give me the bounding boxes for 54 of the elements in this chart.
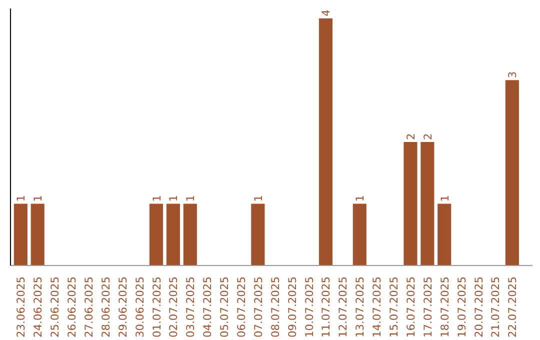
- bar: [318, 18, 333, 266]
- x-tick-label: 05.07.2025: [218, 276, 232, 338]
- x-tick-label: 28.06.2025: [99, 276, 112, 338]
- x-tick-label: 11.07.2025: [320, 276, 333, 338]
- x-tick-label: 16.07.2025: [404, 276, 418, 338]
- bar: [14, 204, 28, 266]
- bar: [166, 204, 180, 266]
- x-tick-label: 27.06.2025: [82, 276, 96, 338]
- x-tick-label: 07.07.2025: [252, 276, 265, 338]
- bar: [438, 204, 452, 266]
- x-tick-label: 04.07.2025: [201, 276, 214, 338]
- data-label: 4: [320, 9, 333, 16]
- bar: [420, 142, 434, 266]
- data-label: 1: [14, 194, 28, 202]
- x-tick-label: 03.07.2025: [184, 276, 198, 338]
- x-tick-label: 22.07.2025: [506, 276, 520, 338]
- data-label: 2: [404, 133, 418, 140]
- bar: [505, 80, 519, 266]
- x-tick-label: 20.07.2025: [472, 276, 486, 338]
- bar: [352, 204, 366, 266]
- x-tick-label: 24.06.2025: [32, 276, 45, 338]
- data-label: 1: [32, 194, 45, 202]
- bar: [404, 142, 418, 266]
- x-tick-label: 10.07.2025: [302, 276, 316, 338]
- x-tick-label: 18.07.2025: [438, 276, 452, 338]
- bar: [149, 204, 164, 266]
- bar: [251, 204, 265, 266]
- x-tick-label: 19.07.2025: [455, 276, 468, 338]
- x-tick-label: 29.06.2025: [116, 276, 130, 338]
- x-tick-label: 12.07.2025: [336, 276, 350, 338]
- x-tick-label: 15.07.2025: [388, 276, 401, 338]
- data-label: 1: [167, 194, 180, 202]
- bar: [183, 204, 197, 266]
- data-label: 3: [506, 71, 520, 78]
- x-tick-label: 01.07.2025: [150, 276, 164, 338]
- x-tick-label: 23.06.2025: [14, 276, 28, 338]
- x-tick-label: 14.07.2025: [370, 276, 384, 338]
- bar: [30, 204, 44, 266]
- data-label: 1: [354, 194, 367, 202]
- data-label: 1: [252, 194, 265, 202]
- x-tick-label: 21.07.2025: [489, 276, 502, 338]
- x-tick-label: 09.07.2025: [286, 276, 299, 338]
- x-tick-label: 13.07.2025: [354, 276, 367, 338]
- x-tick-label: 17.07.2025: [421, 276, 434, 338]
- x-tick-label: 30.06.2025: [133, 276, 146, 338]
- x-tick-label: 02.07.2025: [167, 276, 180, 338]
- x-tick-label: 26.06.2025: [66, 276, 79, 338]
- x-tick-label: 08.07.2025: [268, 276, 282, 338]
- x-tick-label: 25.06.2025: [48, 276, 62, 338]
- x-tick-label: 06.07.2025: [234, 276, 248, 338]
- data-label: 1: [184, 194, 198, 202]
- data-label: 2: [421, 133, 434, 140]
- data-label: 1: [150, 194, 164, 202]
- data-label: 1: [438, 194, 452, 202]
